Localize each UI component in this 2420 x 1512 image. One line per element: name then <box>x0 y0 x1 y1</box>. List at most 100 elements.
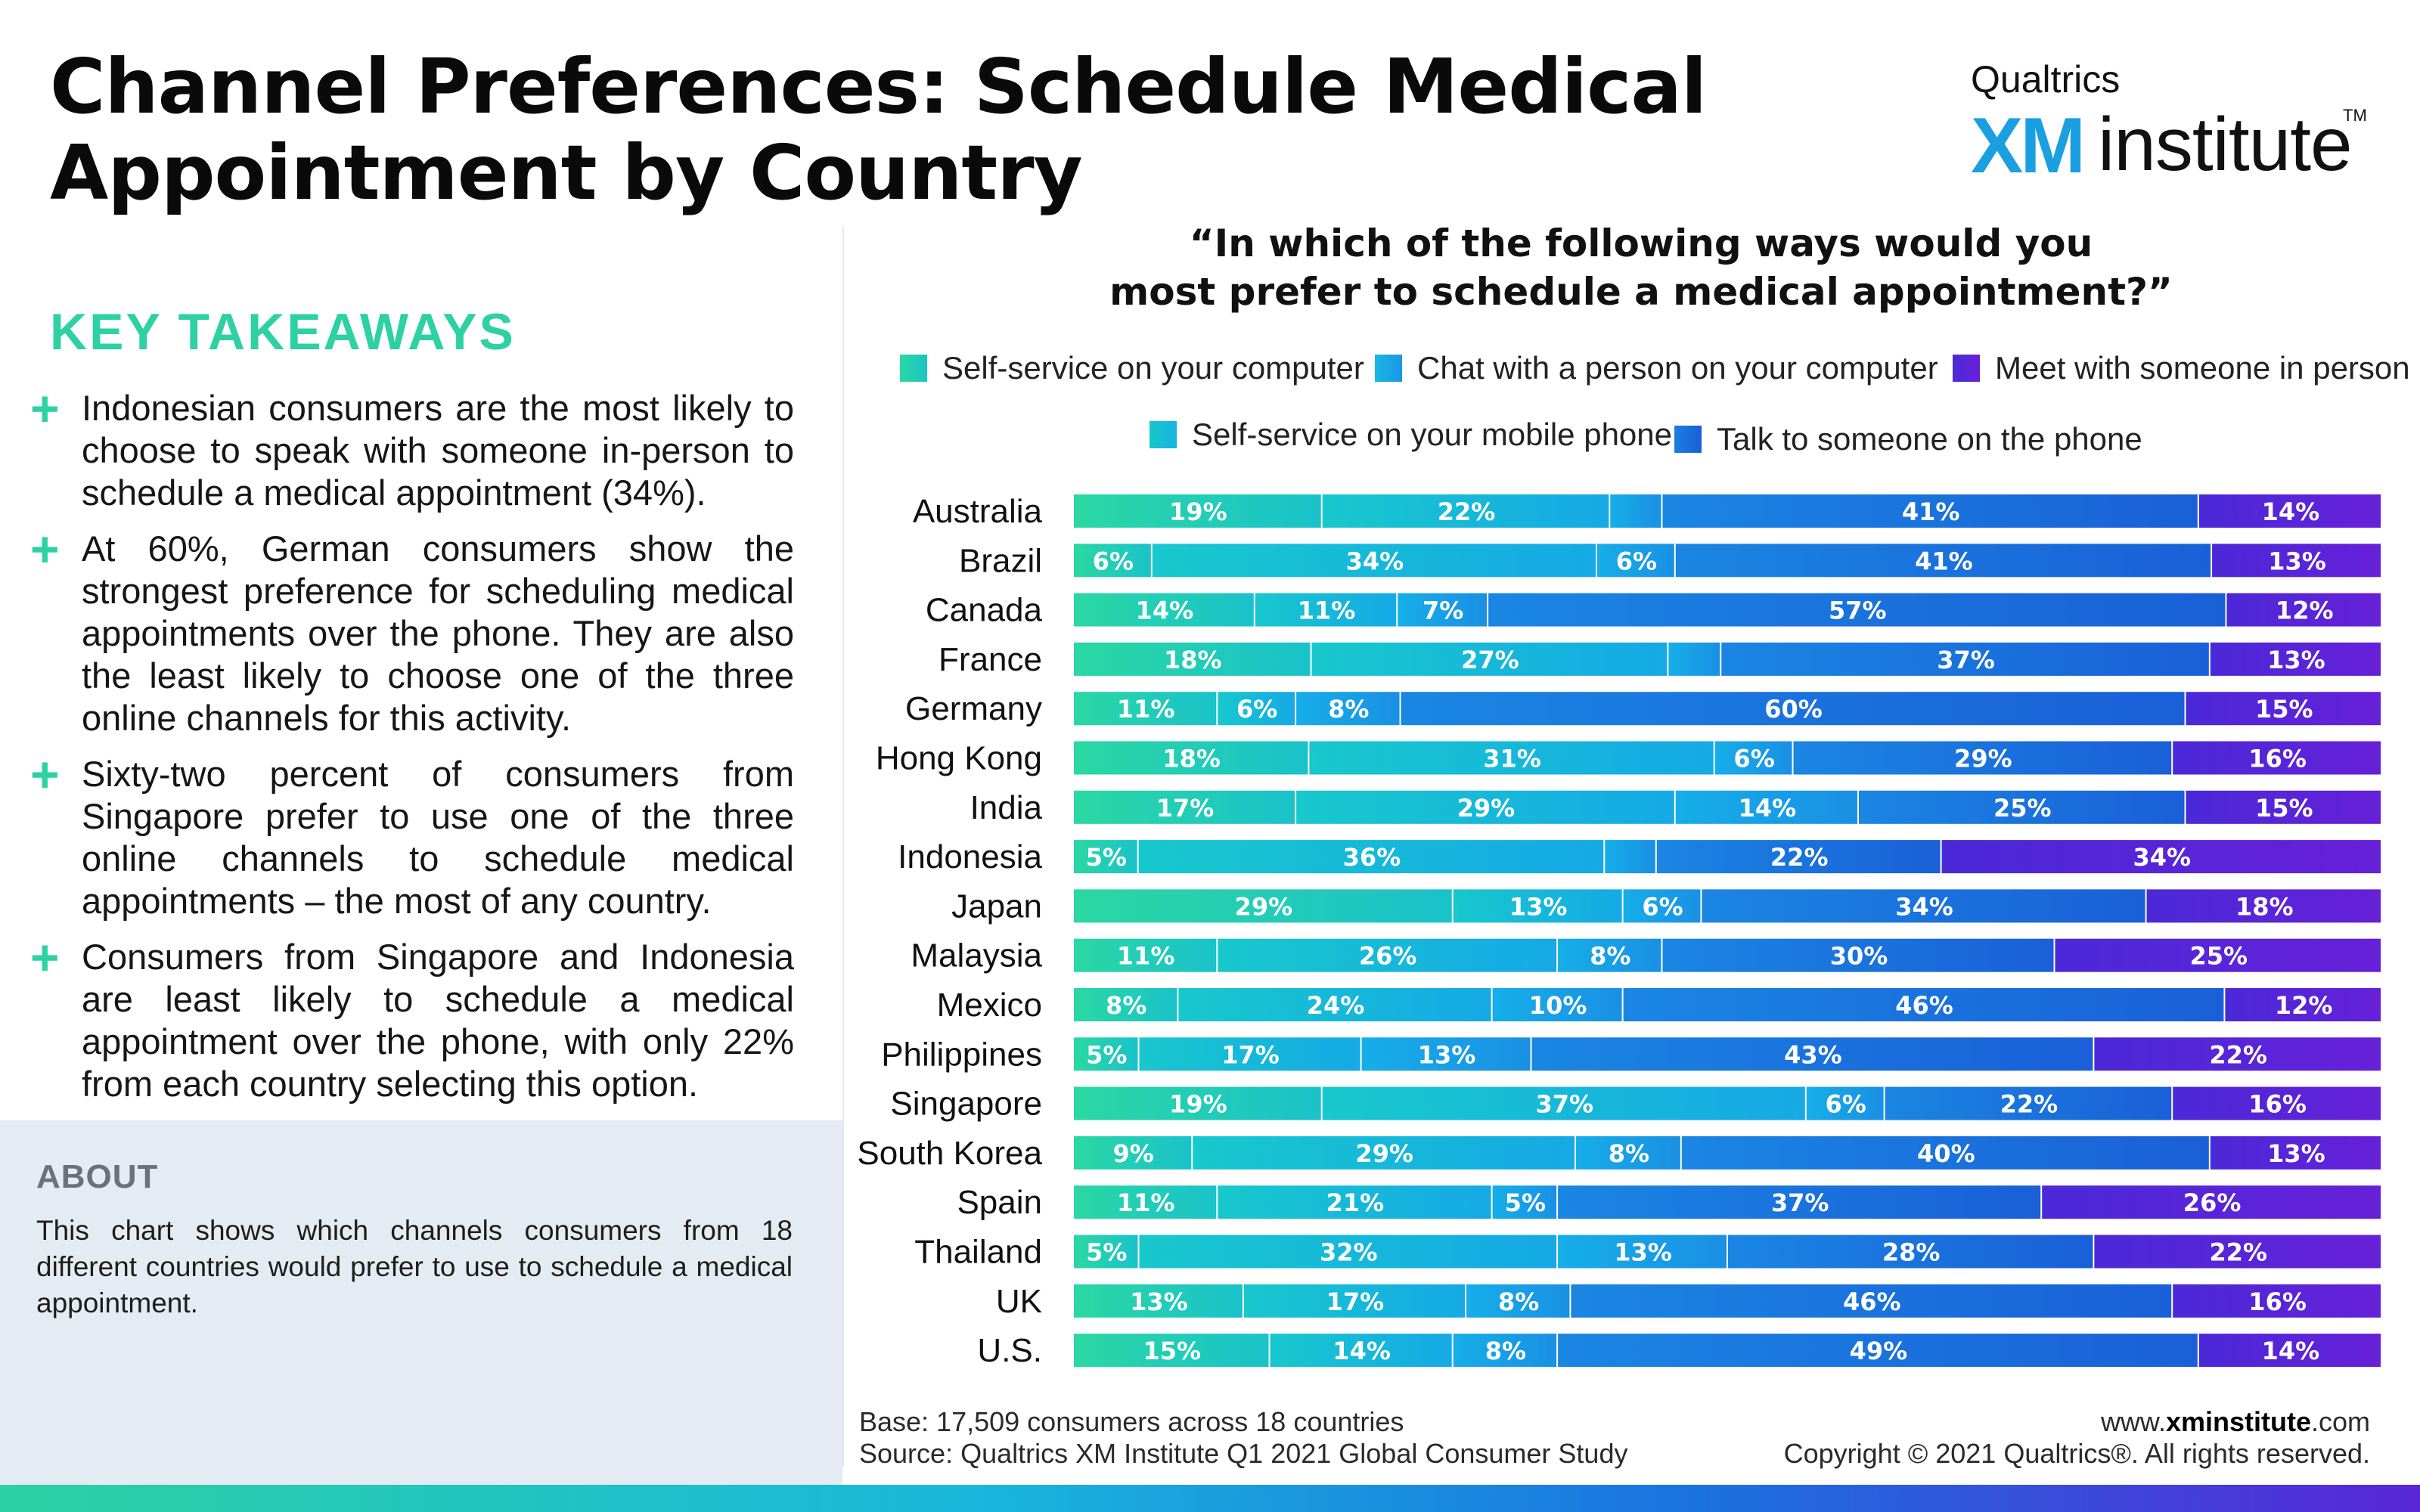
key-takeaways-heading: KEY TAKEAWAYS <box>50 303 516 361</box>
data-label-germany-s3: 60% <box>1764 695 1823 723</box>
bar-segment-france-s0 <box>1074 642 1311 676</box>
bar-segment-thailand-s2 <box>1558 1235 1727 1269</box>
bar-segment-mexico-s0 <box>1074 988 1177 1021</box>
website-link[interactable]: www.xminstitute.com <box>1784 1406 2370 1438</box>
data-label-philippines-s1: 17% <box>1221 1040 1280 1069</box>
bar-segment-spain-s0 <box>1074 1185 1217 1219</box>
legend-swatch <box>1674 426 1702 453</box>
data-label-germany-s2: 8% <box>1328 695 1369 723</box>
bar-segment-thailand-s3 <box>1728 1235 2093 1269</box>
bar-segment-mexico-s4 <box>2225 988 2381 1021</box>
bar-segment-u-s-s2 <box>1453 1334 1557 1368</box>
category-label-canada: Canada <box>926 592 1043 629</box>
bar-segment-spain-s3 <box>1558 1185 2041 1219</box>
bar-segment-germany-s2 <box>1296 692 1400 726</box>
bar-segment-u-s-s4 <box>2198 1334 2381 1368</box>
takeaway-item: + Indonesian consumers are the most like… <box>30 380 794 514</box>
bar-segment-germany-s0 <box>1074 692 1217 726</box>
bar-segment-france-s3 <box>1721 642 2209 676</box>
website-prefix: www. <box>2100 1406 2166 1437</box>
category-labels-group: Australia Brazil Canada France Germany Hong K… <box>857 493 1042 1369</box>
data-label-indonesia-s0: 5% <box>1086 843 1127 872</box>
website-suffix: .com <box>2310 1406 2370 1437</box>
legend-swatch <box>1150 421 1177 448</box>
bar-segment-uk-s1 <box>1243 1284 1465 1318</box>
bar-segment-canada-s2 <box>1398 593 1488 627</box>
chart-title-line-2: most prefer to schedule a medical appoin… <box>1109 270 2173 314</box>
bar-segment-germany-s1 <box>1218 692 1295 726</box>
bar-segment-australia-s2 <box>1610 494 1661 528</box>
bar-segment-malaysia-s1 <box>1218 938 1557 972</box>
bar-segment-philippines-s1 <box>1139 1037 1360 1071</box>
legend-item-self-service-computer: Self-service on your computer <box>900 350 1364 386</box>
data-label-malaysia-s0: 11% <box>1117 942 1175 971</box>
data-label-hong-kong-s4: 16% <box>2248 745 2307 773</box>
data-label-canada-s4: 12% <box>2276 596 2334 625</box>
bar-segment-south-korea-s2 <box>1576 1136 1680 1170</box>
legend-item-talk-phone: Talk to someone on the phone <box>1674 421 2142 457</box>
bar-segment-south-korea-s3 <box>1681 1136 2209 1170</box>
bar-segment-hong-kong-s3 <box>1793 741 2172 775</box>
bar-segment-india-s3 <box>1859 790 2185 824</box>
legend-label: Self-service on your computer <box>942 350 1364 386</box>
data-label-philippines-s0: 5% <box>1086 1040 1127 1069</box>
data-label-canada-s1: 11% <box>1298 596 1356 625</box>
logo-tm-mark: TM <box>2343 106 2367 125</box>
category-label-philippines: Philippines <box>881 1036 1042 1073</box>
category-label-mexico: Mexico <box>937 987 1042 1024</box>
data-label-thailand-s4: 22% <box>2209 1238 2267 1267</box>
bar-segment-france-s2 <box>1668 642 1720 676</box>
data-label-india-s2: 14% <box>1739 794 1797 823</box>
plus-icon: + <box>30 521 60 577</box>
bar-segment-spain-s2 <box>1492 1185 1557 1219</box>
data-label-australia-s0: 19% <box>1169 497 1227 526</box>
data-label-canada-s0: 14% <box>1136 596 1194 625</box>
bar-segment-canada-s4 <box>2226 593 2381 627</box>
bar-segment-singapore-s4 <box>2173 1086 2381 1120</box>
bar-segment-u-s-s1 <box>1270 1334 1452 1368</box>
data-label-spain-s0: 11% <box>1117 1188 1175 1217</box>
data-label-india-s1: 29% <box>1457 794 1516 823</box>
bar-segment-brazil-s3 <box>1675 544 2211 578</box>
bar-segment-spain-s4 <box>2042 1185 2381 1219</box>
bar-segment-japan-s2 <box>1623 889 1701 923</box>
bar-segment-australia-s0 <box>1074 494 1321 528</box>
bar-segment-south-korea-s4 <box>2210 1136 2381 1170</box>
category-label-thailand: Thailand <box>914 1234 1042 1271</box>
data-label-malaysia-s3: 30% <box>1830 942 1888 971</box>
bar-segment-malaysia-s2 <box>1558 938 1661 972</box>
legend-item-meet-in-person: Meet with someone in person <box>1953 350 2410 386</box>
base-note: Base: 17,509 consumers across 18 countri… <box>859 1406 1404 1437</box>
data-label-malaysia-s4: 25% <box>2189 942 2248 971</box>
bar-segment-singapore-s3 <box>1885 1086 2172 1120</box>
takeaway-text: Sixty-two percent of consumers from Sing… <box>82 754 794 921</box>
website-domain: xminstitute <box>2165 1406 2311 1437</box>
bar-segment-australia-s3 <box>1662 494 2198 528</box>
bar-segment-indonesia-s0 <box>1074 840 1137 874</box>
takeaway-text: Consumers from Singapore and Indonesia a… <box>82 937 794 1104</box>
bar-segment-brazil-s1 <box>1152 544 1596 578</box>
data-label-malaysia-s1: 26% <box>1359 942 1417 971</box>
data-label-france-s3: 37% <box>1937 646 1995 674</box>
bar-segment-indonesia-s3 <box>1656 840 1941 874</box>
data-label-japan-s0: 29% <box>1235 892 1293 921</box>
bar-segment-south-korea-s0 <box>1074 1136 1192 1170</box>
data-label-philippines-s4: 22% <box>2209 1040 2267 1069</box>
data-label-u-s-s4: 14% <box>2262 1337 2320 1365</box>
bars-group: 19% 22% 41% 14%6% 34% 6% 41% 13%14% 11% 7% 57% 12%1… <box>1074 494 2381 1368</box>
legend-item-chat-computer: Chat with a person on your computer <box>1375 350 1938 386</box>
data-label-u-s-s2: 8% <box>1485 1337 1526 1365</box>
data-label-germany-s1: 6% <box>1236 695 1277 723</box>
category-label-south-korea: South Korea <box>857 1135 1042 1172</box>
data-label-u-s-s1: 14% <box>1333 1337 1391 1365</box>
data-label-malaysia-s2: 8% <box>1590 942 1630 971</box>
data-label-hong-kong-s1: 31% <box>1483 745 1541 773</box>
data-label-india-s4: 15% <box>2255 794 2313 823</box>
bar-segment-malaysia-s3 <box>1662 938 2054 972</box>
category-label-u-s: U.S. <box>977 1332 1042 1369</box>
bar-segment-south-korea-s1 <box>1193 1136 1575 1170</box>
takeaway-item: + Sixty-two percent of consumers from Si… <box>30 746 794 922</box>
bar-segment-indonesia-s4 <box>1941 840 2381 874</box>
bar-segment-brazil-s4 <box>2212 544 2381 578</box>
